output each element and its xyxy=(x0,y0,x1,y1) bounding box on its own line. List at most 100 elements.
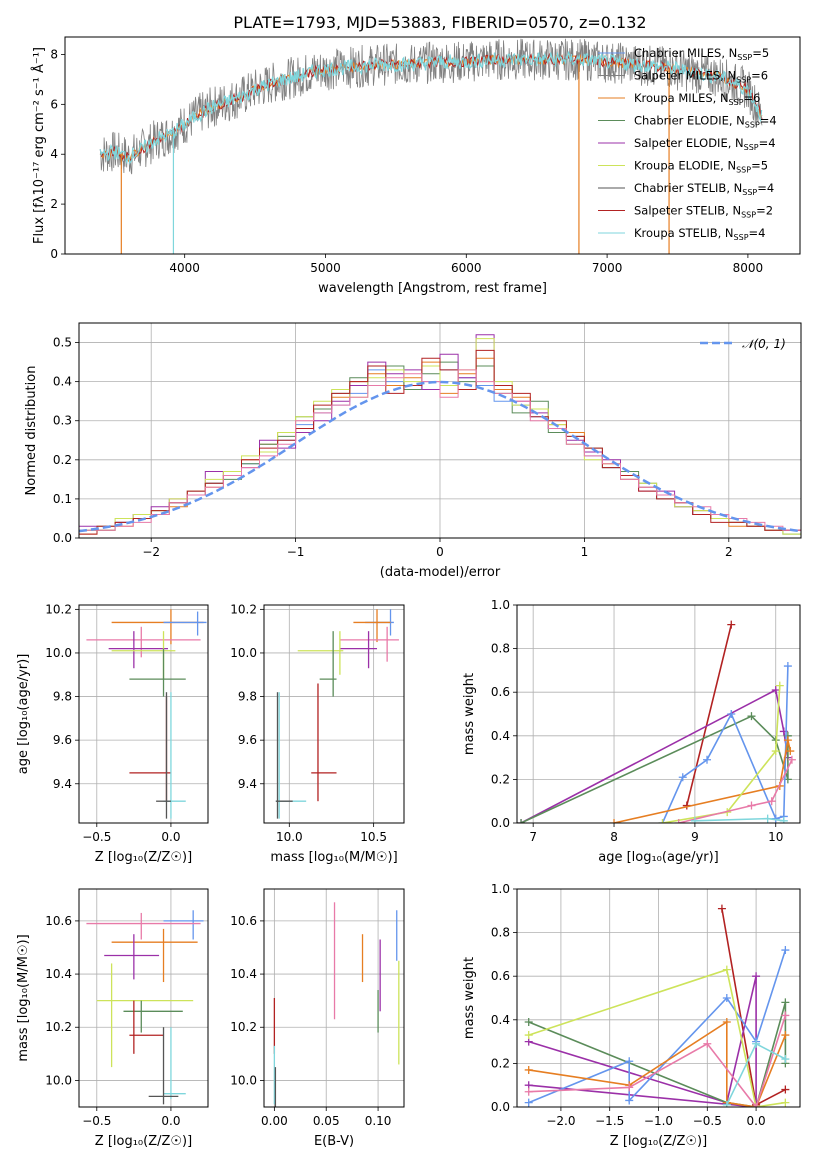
y-tick-label: 1.0 xyxy=(491,882,510,896)
y-tick-label: 0.0 xyxy=(53,531,72,545)
legend-label: 𝒩(0, 1) xyxy=(742,337,786,351)
y-tick-label: 4 xyxy=(50,147,58,161)
x-tick-label: 7000 xyxy=(592,261,623,275)
y-tick-label: 0.8 xyxy=(491,926,510,940)
legend-label: Kroupa STELIB, NSSP=4 xyxy=(634,226,765,242)
x-tick-label: −1 xyxy=(287,545,305,559)
weight-marker xyxy=(783,662,792,671)
plot-area-age-mass xyxy=(275,609,399,819)
weight-marker xyxy=(727,620,736,629)
y-tick-label: 10.4 xyxy=(230,967,257,981)
histogram-series xyxy=(79,349,801,538)
y-tick-label: 1.0 xyxy=(491,598,510,612)
legend-tail: =5 xyxy=(751,159,768,173)
weight-marker xyxy=(703,1039,712,1048)
x-tick-label: 2 xyxy=(725,545,733,559)
x-tick-label: 0.05 xyxy=(313,1114,340,1128)
y-tick-label: 0.6 xyxy=(491,969,510,983)
legend-text: Chabrier ELODIE, N xyxy=(634,114,745,128)
x-tick-label: 0.0 xyxy=(161,830,180,844)
weight-marker xyxy=(786,747,795,756)
panel-mass-Z: −0.5 0.0 10.0 10.2 10.4 10.6 Z [log₁₀(Z/Z☉)] ma… xyxy=(16,888,209,1149)
plot-area-mw-age xyxy=(517,620,796,823)
weight-line xyxy=(613,740,792,823)
y-tick-label: 9.4 xyxy=(53,777,72,791)
y-tick-label: 10.0 xyxy=(230,1073,257,1087)
weight-line xyxy=(661,665,789,823)
weight-marker xyxy=(674,819,683,823)
x-tick-label: 8000 xyxy=(733,261,764,275)
weight-marker xyxy=(779,816,788,823)
weight-marker xyxy=(625,1083,634,1092)
spectrum-line xyxy=(99,38,763,175)
x-tick-label: 0.10 xyxy=(365,1114,392,1128)
x-tick-label: −2.0 xyxy=(546,1114,575,1128)
normal-curve xyxy=(79,380,801,533)
y-axis-label: Flux [fλ10⁻¹⁷ erg cm⁻² s⁻¹ Å⁻¹] xyxy=(31,47,47,244)
x-tick-label: −0.5 xyxy=(82,1114,111,1128)
x-axis-label: (data-model)/error xyxy=(380,565,501,580)
x-axis-label: Z [log₁₀(Z/Z☉)] xyxy=(95,850,192,865)
weight-line xyxy=(528,949,787,1104)
weight-marker xyxy=(722,1100,731,1107)
legend-text: Salpeter MILES, N xyxy=(634,69,736,83)
legend-tail: =5 xyxy=(752,46,769,60)
legend-text: Chabrier STELIB, N xyxy=(634,181,742,195)
panel-residuals: 𝒩(0, 1) −2 −1 0 1 2 0.0 0.1 0.2 0.3 0.4 0.5 (data-mo… xyxy=(24,322,802,580)
x-tick-label: 10.0 xyxy=(276,830,303,844)
weight-marker xyxy=(722,1017,731,1026)
weight-marker xyxy=(524,1065,533,1074)
y-tick-label: 9.6 xyxy=(53,733,72,747)
x-tick-label: 4000 xyxy=(169,261,200,275)
weight-line xyxy=(528,1002,787,1107)
weight-marker xyxy=(524,1031,533,1040)
legend-tail: =6 xyxy=(744,91,761,105)
y-tick-label: 0.2 xyxy=(491,1056,510,1070)
y-tick-label: 0.6 xyxy=(491,685,510,699)
weight-marker xyxy=(781,1055,790,1064)
y-tick-label: 10.2 xyxy=(230,602,257,616)
axes-frame xyxy=(78,888,209,1108)
y-tick-label: 0.1 xyxy=(53,492,72,506)
y-tick-label: 8 xyxy=(50,47,58,61)
x-tick-label: −2 xyxy=(142,545,160,559)
legend-label: Chabrier MILES, NSSP=5 xyxy=(634,46,769,62)
weight-marker xyxy=(771,686,780,695)
y-tick-label: 0 xyxy=(50,247,58,261)
y-tick-label: 10.0 xyxy=(45,646,72,660)
weight-marker xyxy=(752,972,761,981)
y-tick-label: 9.4 xyxy=(238,777,257,791)
weight-marker xyxy=(524,1017,533,1026)
weight-marker xyxy=(625,1057,634,1066)
x-tick-label: 10 xyxy=(768,830,783,844)
y-tick-label: 10.2 xyxy=(45,602,72,616)
y-tick-label: 2 xyxy=(50,197,58,211)
x-tick-label: 9 xyxy=(691,830,699,844)
x-tick-label: 0 xyxy=(436,545,444,559)
axes-frame xyxy=(263,888,405,1108)
weight-marker xyxy=(752,1039,761,1048)
y-tick-label: 0.2 xyxy=(53,453,72,467)
panel-mw-age: 7 8 9 10 0.0 0.2 0.4 0.6 0.8 1.0 age [log₁₀(age/yr… xyxy=(462,598,801,865)
panel-mass-ebv: 0.00 0.05 0.10 10.0 10.2 10.4 10.6 E(B-V) xyxy=(230,888,405,1149)
legend-tail: =4 xyxy=(757,181,774,195)
x-tick-label: −0.5 xyxy=(82,830,111,844)
weight-marker xyxy=(703,755,712,764)
weight-line xyxy=(686,624,733,806)
weight-marker xyxy=(775,681,784,690)
weight-marker xyxy=(787,755,796,764)
weight-marker xyxy=(781,946,790,955)
x-tick-label: 8 xyxy=(610,830,618,844)
weight-marker xyxy=(524,1098,533,1107)
weight-marker xyxy=(727,710,736,718)
axes-frame xyxy=(64,36,801,255)
weight-marker xyxy=(771,747,780,756)
legend-text: Kroupa ELODIE, N xyxy=(634,159,736,173)
x-axis-label: mass [log₁₀(M/M☉)] xyxy=(270,850,397,865)
panel-mw-Z: −2.0 −1.5 −1.0 −0.5 0.0 0.0 0.2 0.4 0.6 0.8 1.0 Z [… xyxy=(462,882,801,1149)
weight-line xyxy=(678,759,793,823)
legend-sub: SSP xyxy=(744,143,759,152)
x-tick-label: 0.0 xyxy=(161,1114,180,1128)
x-axis-label: wavelength [Angstrom, rest frame] xyxy=(318,281,547,296)
